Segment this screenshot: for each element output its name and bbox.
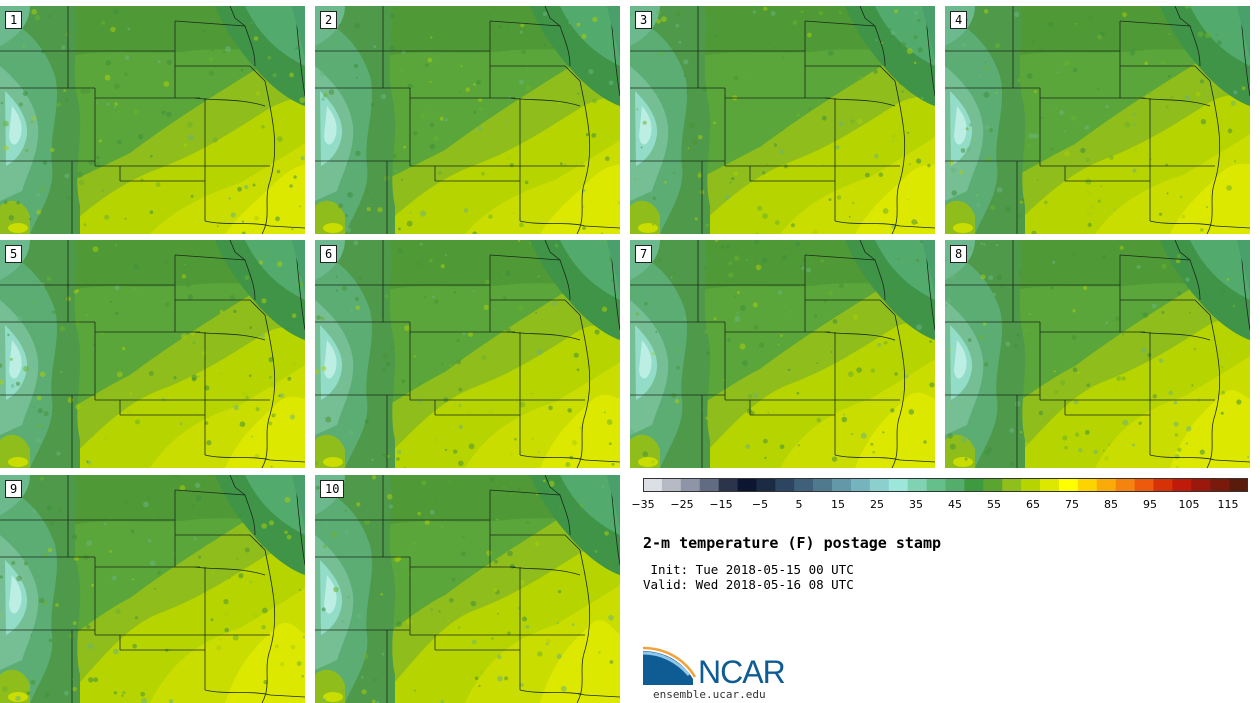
colorbar-swatch — [775, 478, 795, 492]
colorbar-tick-label: 5 — [795, 498, 803, 511]
colorbar-swatch — [1210, 478, 1230, 492]
member-map-6: 6 — [315, 240, 620, 468]
colorbar-swatch — [1058, 478, 1079, 492]
colorbar-swatch — [869, 478, 890, 492]
member-map-4: 4 — [945, 6, 1250, 234]
colorbar-tick-label: 95 — [1143, 498, 1157, 511]
temperature-map — [0, 6, 305, 234]
colorbar-tick-label: 15 — [831, 498, 845, 511]
temperature-colorbar — [643, 478, 1248, 492]
colorbar-swatch — [926, 478, 946, 492]
member-map-9: 9 — [0, 475, 305, 703]
init-time: Init: Tue 2018-05-15 00 UTC — [643, 562, 854, 577]
logo-wordmark: NCAR — [698, 654, 786, 690]
member-map-5: 5 — [0, 240, 305, 468]
temperature-map — [315, 240, 620, 468]
member-label: 4 — [950, 11, 968, 29]
colorbar-swatch — [907, 478, 927, 492]
colorbar-swatch — [1134, 478, 1154, 492]
temperature-map — [315, 6, 620, 234]
colorbar-swatch — [945, 478, 965, 492]
temperature-map — [630, 240, 935, 468]
colorbar-swatch — [680, 478, 701, 492]
colorbar-tick-label: −35 — [631, 498, 655, 511]
colorbar-tick-label: 85 — [1104, 498, 1118, 511]
member-label: 6 — [320, 245, 338, 263]
member-label: 1 — [5, 11, 23, 29]
member-label: 8 — [950, 245, 968, 263]
colorbar-tick-label: 25 — [870, 498, 884, 511]
colorbar-swatch — [1096, 478, 1116, 492]
temperature-map — [945, 6, 1250, 234]
colorbar-swatch — [661, 478, 682, 492]
colorbar-tick-label: 45 — [948, 498, 962, 511]
member-map-7: 7 — [630, 240, 935, 468]
valid-time: Valid: Wed 2018-05-16 08 UTC — [643, 577, 854, 592]
colorbar-swatch — [1115, 478, 1135, 492]
temperature-map — [945, 240, 1250, 468]
colorbar-tick-label: 105 — [1178, 498, 1200, 511]
colorbar-swatch — [850, 478, 871, 492]
colorbar-swatch — [813, 478, 833, 492]
logo-url: ensemble.ucar.edu — [653, 688, 766, 701]
colorbar-tick-label: 35 — [909, 498, 923, 511]
colorbar-swatch — [1077, 478, 1098, 492]
colorbar-tick-label: −5 — [751, 498, 769, 511]
ncar-logo-icon — [643, 646, 697, 685]
member-map-10: 10 — [315, 475, 620, 703]
colorbar-swatch — [1002, 478, 1022, 492]
temperature-map — [0, 475, 305, 703]
colorbar-tick-label: 115 — [1217, 498, 1239, 511]
colorbar-swatch — [983, 478, 1003, 492]
colorbar-tick-label: −15 — [709, 498, 733, 511]
colorbar-swatch — [1172, 478, 1192, 492]
colorbar-swatch — [737, 478, 757, 492]
colorbar-tick-label: 55 — [987, 498, 1001, 511]
member-label: 2 — [320, 11, 338, 29]
temperature-map — [630, 6, 935, 234]
chart-title: 2-m temperature (F) postage stamp — [643, 534, 942, 552]
colorbar-swatch — [718, 478, 738, 492]
member-label: 10 — [320, 480, 345, 498]
member-label: 5 — [5, 245, 23, 263]
colorbar-swatch — [643, 478, 663, 492]
colorbar-tick-label: −25 — [670, 498, 694, 511]
colorbar-swatch — [794, 478, 814, 492]
member-map-3: 3 — [630, 6, 935, 234]
colorbar-tick-labels: −35 −25 −15 −5 5 15 25 35 45 55 65 75 85 95 105 115 — [631, 498, 1260, 514]
colorbar-swatch — [1191, 478, 1211, 492]
member-label: 9 — [5, 480, 23, 498]
temperature-map — [0, 240, 305, 468]
member-map-2: 2 — [315, 6, 620, 234]
member-label: 7 — [635, 245, 653, 263]
colorbar-swatch — [964, 478, 984, 492]
member-map-1: 1 — [0, 6, 305, 234]
colorbar-tick-label: 75 — [1065, 498, 1079, 511]
colorbar-swatch — [1021, 478, 1041, 492]
colorbar-swatch — [888, 478, 908, 492]
colorbar-swatch — [756, 478, 776, 492]
colorbar-swatch — [699, 478, 719, 492]
colorbar-swatch — [1153, 478, 1173, 492]
colorbar-swatch — [832, 478, 852, 492]
member-label: 3 — [635, 11, 653, 29]
colorbar-tick-label: 65 — [1026, 498, 1040, 511]
member-map-8: 8 — [945, 240, 1250, 468]
colorbar-swatch — [1229, 478, 1248, 492]
colorbar-swatch — [1040, 478, 1060, 492]
temperature-map — [315, 475, 620, 703]
